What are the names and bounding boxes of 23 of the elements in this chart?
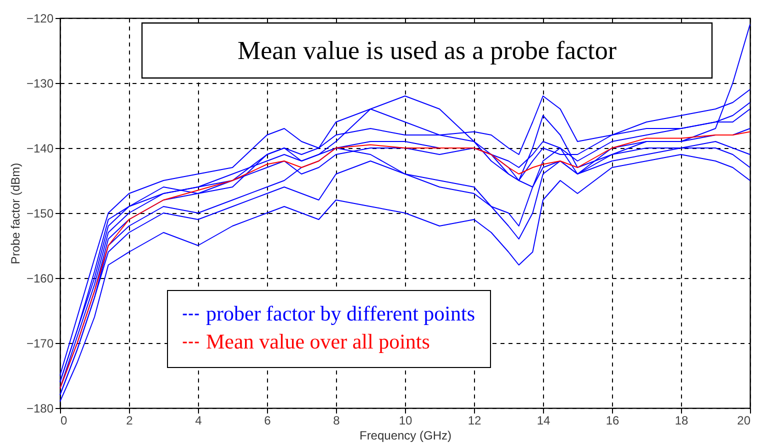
legend-label: Mean value over all points: [206, 330, 430, 354]
y-tick-label: −160: [26, 272, 54, 286]
legend-label: prober factor by different points: [206, 302, 476, 326]
y-tick-label: −150: [26, 206, 54, 220]
y-tick-label: −170: [26, 336, 54, 350]
y-tick-label: −120: [26, 12, 54, 26]
x-tick-label: 8: [333, 414, 340, 428]
x-axis-title: Frequency (GHz): [359, 428, 452, 442]
x-tick-label: 10: [398, 414, 412, 428]
x-tick-label: 4: [195, 414, 202, 428]
x-tick-label: 2: [126, 414, 134, 428]
x-tick-label: 14: [536, 414, 550, 428]
annotation: Mean value is used as a probe factor: [237, 36, 617, 65]
x-tick-label: 18: [674, 414, 688, 428]
x-tick-label: 6: [264, 414, 272, 428]
y-tick-label: −140: [26, 142, 54, 156]
x-tick-label: 20: [737, 414, 751, 428]
x-tick-label: 16: [606, 414, 620, 428]
y-tick-label: −180: [26, 402, 54, 416]
x-tick-label: 12: [468, 414, 482, 428]
x-tick-label: 0: [60, 414, 68, 428]
y-axis-title: Probe factor (dBm): [8, 162, 22, 264]
y-tick-label: −130: [26, 76, 54, 90]
